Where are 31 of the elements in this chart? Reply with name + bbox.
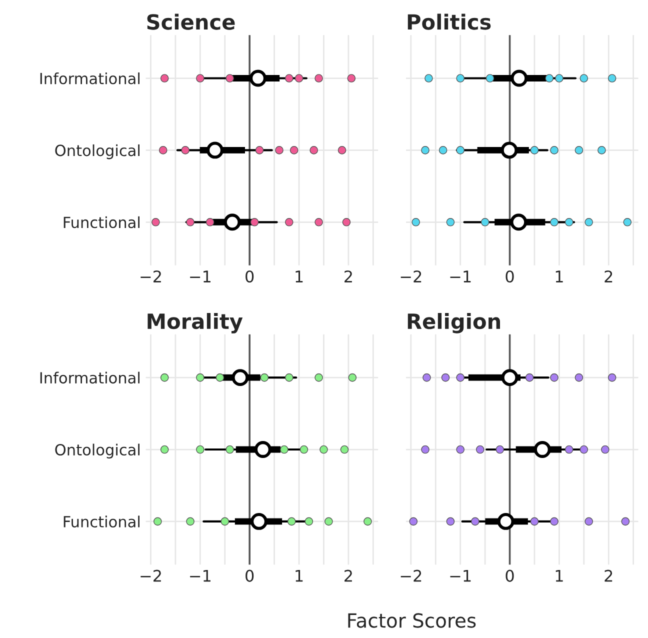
x-tick-label: 2 xyxy=(344,570,352,582)
chart-title: Religion xyxy=(408,313,500,334)
x-tick-label: 1 xyxy=(296,270,303,282)
x-tick-label: 1 xyxy=(556,270,563,282)
x-tick-label: −2 xyxy=(140,570,161,582)
x-tick-label: 1 xyxy=(296,570,303,582)
x-tick-label: −2 xyxy=(400,570,422,582)
y-tick-label: Ontological xyxy=(55,144,140,160)
chart-title: Science xyxy=(147,14,235,30)
x-tick-label: 0 xyxy=(506,270,514,283)
x-tick-label: −1 xyxy=(450,270,471,282)
x-tick-label: 2 xyxy=(344,270,352,282)
x-tick-label: 0 xyxy=(246,570,254,582)
chart-title: Morality xyxy=(148,313,243,334)
x-tick-label: 2 xyxy=(604,570,612,582)
x-axis-title: Factor Scores xyxy=(348,613,476,628)
chart-title: Politics xyxy=(408,14,491,30)
x-tick-label: 0 xyxy=(506,570,514,582)
x-tick-label: 1 xyxy=(556,570,563,582)
x-tick-label: 0 xyxy=(246,270,254,283)
y-tick-label: Informational xyxy=(40,372,140,384)
x-tick-label: 2 xyxy=(604,270,612,282)
y-tick-label: Informational xyxy=(40,72,140,84)
x-tick-label: −2 xyxy=(140,270,161,282)
y-tick-label: Ontological xyxy=(55,444,140,458)
y-tick-label: Functional xyxy=(64,216,140,228)
x-tick-label: −1 xyxy=(190,270,210,282)
x-tick-label: −2 xyxy=(400,270,422,282)
x-tick-label: −1 xyxy=(190,570,210,582)
y-tick-label: Functional xyxy=(64,516,140,528)
x-tick-label: −1 xyxy=(450,570,471,582)
